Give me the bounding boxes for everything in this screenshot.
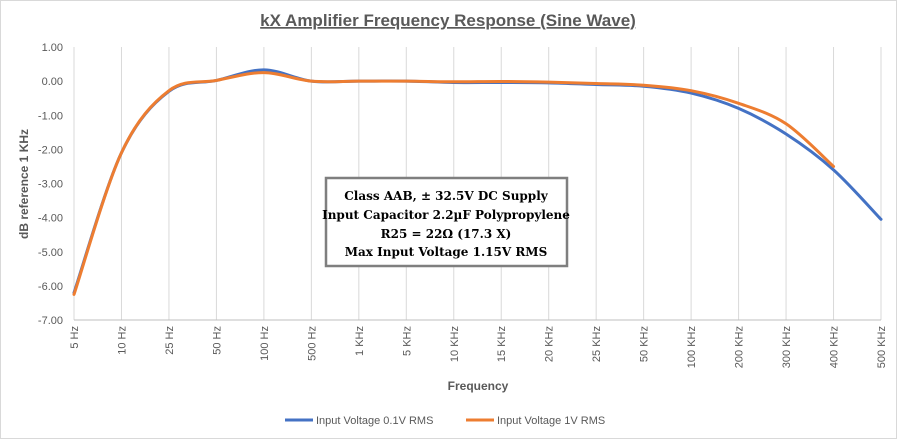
- x-tick-label: 500 KHz: [876, 326, 888, 368]
- x-axis-label: Frequency: [448, 379, 509, 393]
- y-tick-label: -5.00: [38, 247, 63, 259]
- y-tick-label: -3.00: [38, 179, 63, 191]
- annotation-border: [324, 176, 569, 268]
- chart-title: kX Amplifier Frequency Response (Sine Wa…: [260, 11, 636, 30]
- x-tick-label: 500 Hz: [306, 326, 318, 361]
- x-tick-label: 5 KHz: [401, 326, 413, 356]
- x-tick-label: 15 KHz: [496, 326, 508, 362]
- annotation-line-4: Max Input Voltage 1.15V RMS: [345, 245, 548, 259]
- x-tick-label: 1 KHz: [354, 326, 366, 356]
- x-tick-label: 50 Hz: [211, 326, 223, 355]
- legend-label-1: Input Voltage 1V RMS: [497, 415, 605, 427]
- series-line-1: [72, 71, 836, 296]
- y-tick-label: -4.00: [38, 213, 63, 225]
- annotation-line-2: Input Capacitor 2.2µF Polypropylene: [322, 208, 570, 222]
- series-lines: [72, 68, 883, 296]
- y-tick-label: 1.00: [42, 42, 63, 54]
- x-tick-label: 50 KHz: [639, 326, 651, 362]
- y-tick-label: -1.00: [38, 110, 63, 122]
- x-tick-label: 100 KHz: [686, 326, 698, 368]
- y-tick-label: 0.00: [42, 76, 63, 88]
- x-tick-label: 25 KHz: [591, 326, 603, 362]
- x-axis-ticks: 5 Hz 10 Hz 25 Hz 50 Hz 100 Hz 500 Hz 1 KHz 5 KH…: [69, 326, 888, 368]
- y-tick-label: -7.00: [38, 315, 63, 327]
- y-tick-label: -2.00: [38, 144, 63, 156]
- annotation-line-1: Class AAB, ± 32.5V DC Supply: [344, 189, 549, 203]
- x-tick-label: 20 KHz: [544, 326, 556, 362]
- x-tick-label: 10 Hz: [116, 326, 128, 355]
- y-tick-label: -6.00: [38, 281, 63, 293]
- legend-label-0: Input Voltage 0.1V RMS: [316, 415, 433, 427]
- x-tick-label: 200 KHz: [734, 326, 746, 368]
- annotation-line-3: R25 = 22Ω (17.3 X): [381, 227, 512, 241]
- y-axis-label: dB reference 1 KHz: [17, 129, 31, 239]
- x-tick-label: 5 Hz: [69, 326, 81, 349]
- x-tick-label: 300 KHz: [781, 326, 793, 368]
- legend: Input Voltage 0.1V RMS Input Voltage 1V …: [285, 415, 605, 427]
- x-tick-label: 100 Hz: [259, 326, 271, 361]
- y-axis-ticks: 1.00 0.00 -1.00 -2.00 -3.00 -4.00 -5.00 -6.00 -7…: [38, 42, 63, 327]
- x-tick-label: 25 Hz: [164, 326, 176, 355]
- x-tick-label: 400 KHz: [829, 326, 841, 368]
- grid-lines: [73, 47, 882, 321]
- x-tick-label: 10 KHz: [449, 326, 461, 362]
- annotation-box: Class AAB, ± 32.5V DC Supply Input Capac…: [322, 176, 570, 268]
